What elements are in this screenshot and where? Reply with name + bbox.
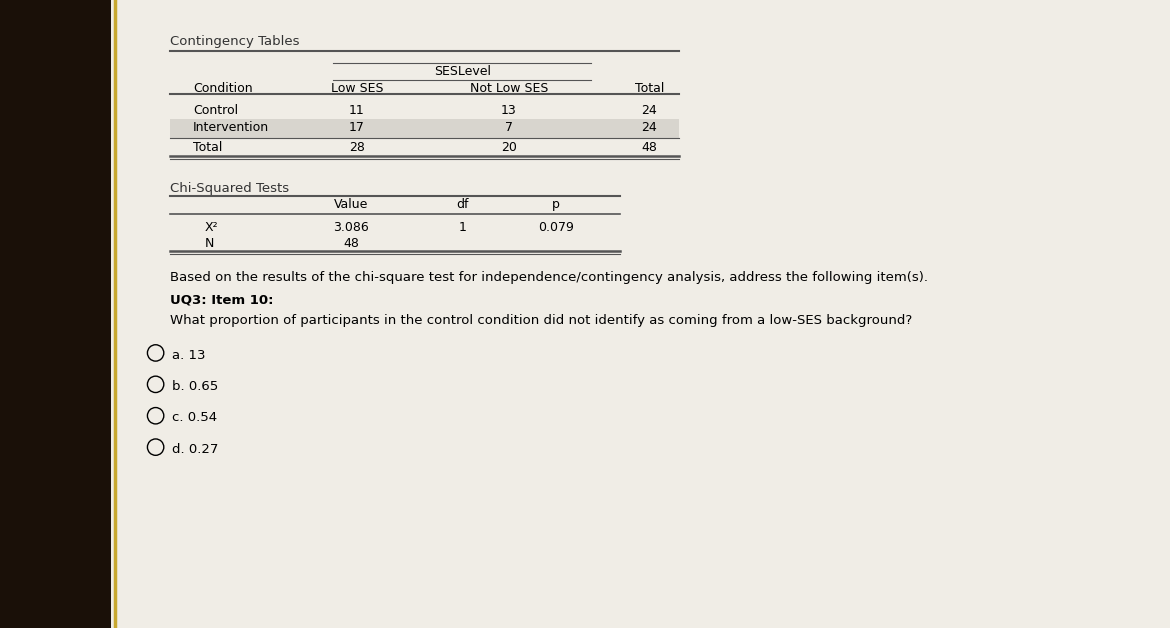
Text: N: N [205,237,214,251]
Text: b. 0.65: b. 0.65 [172,380,219,393]
Text: X²: X² [205,221,219,234]
Text: SESLevel: SESLevel [434,65,490,78]
Text: 17: 17 [349,121,365,134]
Text: Based on the results of the chi-square test for independence/contingency analysi: Based on the results of the chi-square t… [170,271,928,284]
Text: df: df [456,198,468,212]
Text: 24: 24 [641,121,658,134]
Text: Intervention: Intervention [193,121,269,134]
Text: Chi-Squared Tests: Chi-Squared Tests [170,182,289,195]
Text: Total: Total [634,82,665,95]
FancyBboxPatch shape [170,119,679,138]
Text: 20: 20 [501,141,517,154]
Text: Control: Control [193,104,239,117]
Text: Low SES: Low SES [331,82,383,95]
Text: d. 0.27: d. 0.27 [172,443,219,456]
Text: 1: 1 [459,221,466,234]
Text: 0.079: 0.079 [538,221,573,234]
Text: 11: 11 [349,104,365,117]
Text: Contingency Tables: Contingency Tables [170,35,300,48]
Text: p: p [552,198,559,212]
Text: 48: 48 [343,237,359,251]
Text: 3.086: 3.086 [333,221,369,234]
Text: 7: 7 [505,121,512,134]
Text: Not Low SES: Not Low SES [470,82,548,95]
Text: Value: Value [333,198,369,212]
Text: c. 0.54: c. 0.54 [172,411,218,425]
Text: 13: 13 [501,104,517,117]
Text: UQ3: Item 10:: UQ3: Item 10: [170,294,273,307]
Text: 24: 24 [641,104,658,117]
Text: a. 13: a. 13 [172,349,206,362]
Text: What proportion of participants in the control condition did not identify as com: What proportion of participants in the c… [170,314,911,327]
Text: 48: 48 [641,141,658,154]
Text: Condition: Condition [193,82,253,95]
FancyBboxPatch shape [0,0,111,628]
Text: Total: Total [193,141,222,154]
Text: 28: 28 [349,141,365,154]
